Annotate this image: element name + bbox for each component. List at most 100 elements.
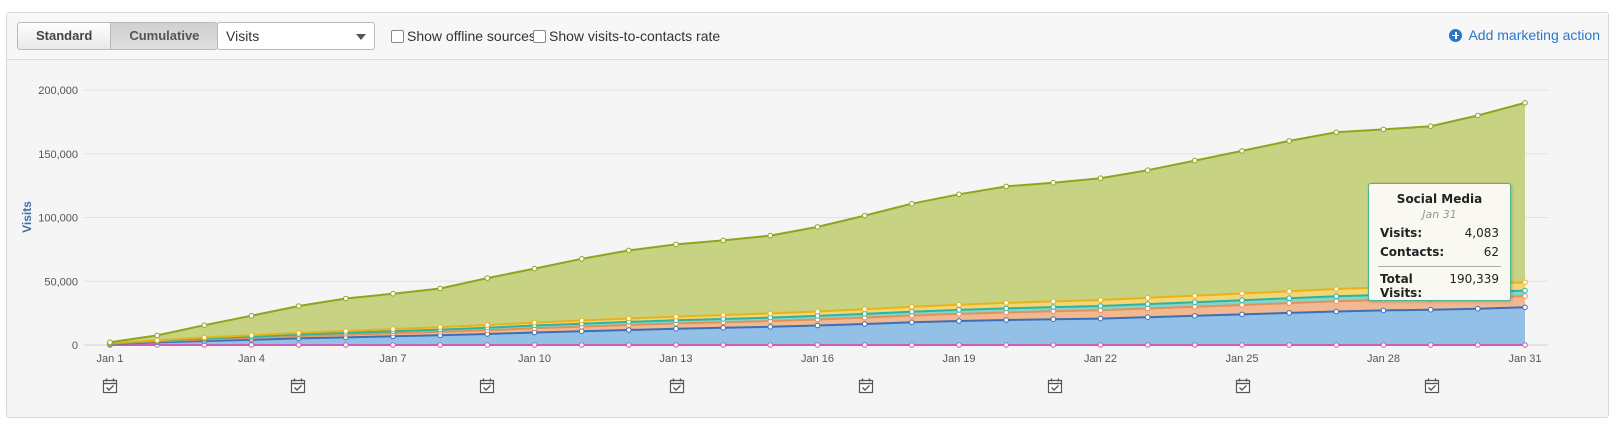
series-4-point xyxy=(626,315,632,322)
metric-select[interactable]: Visits xyxy=(217,22,375,50)
series-0-point xyxy=(626,342,632,348)
series-4-point xyxy=(343,328,349,334)
series-3-point xyxy=(1286,295,1292,302)
series-5-point xyxy=(1097,175,1104,181)
series-4-point xyxy=(484,322,491,328)
series-5-point xyxy=(484,275,491,281)
y-tick-label: 150,000 xyxy=(38,149,78,161)
series-0-point xyxy=(1192,342,1198,348)
series-5-point xyxy=(248,312,255,319)
standard-button[interactable]: Standard xyxy=(18,23,111,49)
series-0-point xyxy=(390,342,396,348)
tooltip-contacts-row: Contacts: 62 xyxy=(1369,245,1510,259)
series-5-point xyxy=(1003,183,1010,190)
series-1-point xyxy=(861,321,868,327)
series-1-point xyxy=(1333,308,1340,315)
series-4-point xyxy=(861,306,868,313)
series-5-point xyxy=(295,303,302,309)
series-4-point xyxy=(814,308,821,315)
series-0-point xyxy=(1333,342,1340,348)
series-4-point xyxy=(1144,295,1151,301)
x-tick-label: Jan 28 xyxy=(1367,353,1400,365)
x-tick-label: Jan 7 xyxy=(380,353,407,365)
tooltip-total-value: 190,339 xyxy=(1449,272,1499,286)
series-0-point xyxy=(1475,342,1481,348)
series-1-point xyxy=(909,319,915,326)
x-tick-label: Jan 10 xyxy=(518,353,551,365)
chevron-down-icon xyxy=(356,34,366,40)
x-tick-label: Jan 16 xyxy=(801,353,834,365)
series-5-point xyxy=(1239,148,1245,154)
series-5-point xyxy=(531,265,538,272)
series-1-point xyxy=(767,324,774,330)
series-1-point xyxy=(1003,317,1010,323)
calendar-check-icon[interactable] xyxy=(102,378,118,394)
series-4-point xyxy=(909,304,915,310)
series-3-point xyxy=(1050,304,1057,310)
tooltip-visits-row: Visits: 4,083 xyxy=(1369,226,1510,240)
series-1-point xyxy=(1192,313,1198,319)
calendar-check-icon[interactable] xyxy=(1047,378,1063,394)
calendar-check-icon[interactable] xyxy=(669,378,685,394)
series-4-point xyxy=(1333,286,1340,292)
series-1-point xyxy=(1144,314,1151,321)
cumulative-button[interactable]: Cumulative xyxy=(110,23,218,49)
series-0-point xyxy=(1239,342,1245,348)
series-5-point xyxy=(1333,129,1340,136)
series-2-point xyxy=(1522,293,1528,299)
y-tick-label: 0 xyxy=(72,340,78,352)
series-5-point xyxy=(1050,179,1057,186)
series-5-point xyxy=(626,247,632,254)
x-tick-label: Jan 19 xyxy=(942,353,975,365)
series-3-point xyxy=(1333,293,1340,300)
tooltip-visits-label: Visits: xyxy=(1380,226,1423,240)
x-tick-label: Jan 25 xyxy=(1225,353,1258,365)
calendar-check-icon[interactable] xyxy=(858,378,874,394)
show-visits-to-contacts-rate-checkbox[interactable]: Show visits-to-contacts rate xyxy=(533,28,720,44)
series-3-point xyxy=(861,311,868,317)
series-5-point xyxy=(673,241,679,248)
calendar-check-icon[interactable] xyxy=(290,378,306,394)
x-tick-label: Jan 13 xyxy=(659,353,692,365)
series-1-point xyxy=(956,318,962,324)
series-1-point xyxy=(1097,315,1104,322)
y-tick-label: 100,000 xyxy=(38,213,78,225)
calendar-check-icon[interactable] xyxy=(479,378,495,394)
series-1-point xyxy=(814,322,821,329)
series-4-point xyxy=(1192,292,1198,299)
series-1-point xyxy=(1475,305,1481,312)
series-3-point xyxy=(1239,297,1245,304)
view-mode-toggle: Standard Cumulative xyxy=(17,22,219,50)
series-1-point xyxy=(720,325,727,331)
series-1-point xyxy=(1427,306,1434,313)
tooltip-title: Social Media xyxy=(1396,192,1483,206)
series-5-point xyxy=(201,322,208,329)
show-offline-sources-checkbox[interactable]: Show offline sources xyxy=(391,28,536,44)
series-0-point xyxy=(673,342,679,348)
series-0-point xyxy=(720,342,727,348)
tooltip-total-label: Total Visits: xyxy=(1380,272,1423,300)
series-1-point xyxy=(626,327,632,333)
series-3-point xyxy=(1192,299,1198,306)
add-marketing-action-link[interactable]: Add marketing action xyxy=(1449,27,1600,43)
series-4-point xyxy=(1003,300,1010,306)
series-4-point xyxy=(673,313,679,320)
calendar-check-icon[interactable] xyxy=(1235,378,1251,394)
series-3-point xyxy=(956,307,962,313)
series-4-point xyxy=(201,334,208,341)
series-4-point xyxy=(390,326,396,332)
calendar-check-icon[interactable] xyxy=(1424,378,1440,394)
series-1-point xyxy=(1286,310,1292,316)
series-0-point xyxy=(1144,342,1151,348)
series-5-point xyxy=(107,339,113,346)
series-5-point xyxy=(1286,138,1292,144)
series-0-point xyxy=(1286,342,1292,348)
metric-select-value: Visits xyxy=(226,28,260,44)
x-tick-label: Jan 22 xyxy=(1084,353,1117,365)
series-5-point xyxy=(1475,112,1481,119)
series-5-point xyxy=(154,332,160,339)
series-5-point xyxy=(814,224,821,230)
series-3-point xyxy=(1097,303,1104,309)
series-0-point xyxy=(295,342,302,348)
